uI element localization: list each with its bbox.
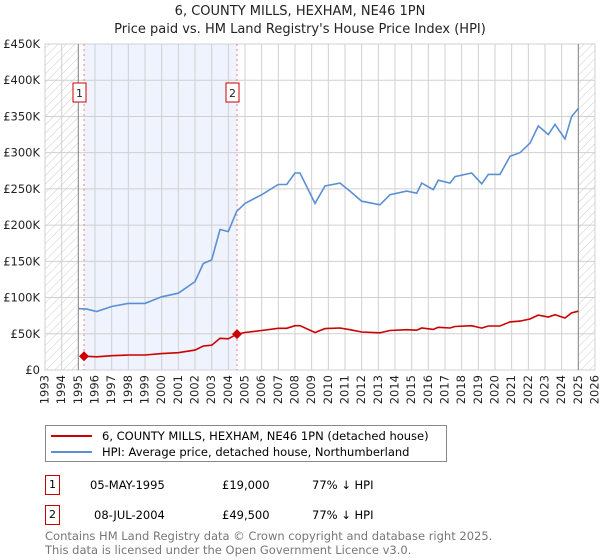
transaction-marker: 1	[45, 475, 60, 495]
chart-plot: 1993 1994 1995 1996 1997 1998 1999 2000 2001 2002…	[3, 37, 600, 404]
x-tick-label: 2003	[204, 375, 218, 404]
transaction-marker: 2	[45, 505, 60, 525]
x-tick-label: 2010	[321, 375, 335, 404]
x-tick-label: 2002	[188, 375, 202, 404]
sale-label: 2	[229, 87, 236, 100]
sale-label: 1	[76, 87, 83, 100]
legend-item-price-paid: 6, COUNTY MILLS, HEXHAM, NE46 1PN (detac…	[51, 428, 429, 444]
y-tick-label: £200K	[3, 218, 40, 232]
sale-label-box	[72, 82, 87, 103]
legend: 6, COUNTY MILLS, HEXHAM, NE46 1PN (detac…	[45, 425, 447, 462]
transaction-row: 2 08-JUL-2004 £49,500 77% ↓ HPI	[45, 505, 445, 525]
y-tick-label: £250K	[3, 182, 40, 196]
transaction-date: 08-JUL-2004	[94, 508, 165, 522]
footer-licence: This data is licensed under the Open Gov…	[45, 543, 412, 557]
series-line-hpi	[78, 107, 579, 313]
y-tick-label: £0	[25, 363, 40, 377]
transaction-row: 1 05-MAY-1995 £19,000 77% ↓ HPI	[45, 475, 445, 495]
x-tick-label: 2019	[471, 375, 485, 404]
transaction-price: £19,000	[222, 478, 270, 492]
x-tick-label: 2001	[171, 375, 185, 404]
x-tick-label: 2009	[304, 375, 318, 404]
y-tick-label: £100K	[3, 291, 40, 305]
x-tick-label: 1993	[38, 375, 52, 404]
no-data-hatch	[578, 44, 595, 370]
x-tick-label: 2014	[388, 375, 402, 404]
chart-subtitle: Price paid vs. HM Land Registry's House …	[114, 22, 486, 37]
x-tick-label: 1999	[138, 375, 152, 404]
footer-copyright: Contains HM Land Registry data © Crown c…	[45, 529, 493, 543]
x-tick-label: 2016	[421, 375, 435, 404]
x-tick-label: 2000	[154, 375, 168, 404]
x-tick-label: 1997	[104, 375, 118, 404]
x-tick-label: 2006	[254, 375, 268, 404]
transaction-hpi: 77% ↓ HPI	[312, 508, 374, 522]
x-tick-label: 2008	[288, 375, 302, 404]
x-tick-label: 2013	[371, 375, 385, 404]
x-tick-label: 2004	[221, 375, 235, 404]
x-tick-label: 2025	[571, 375, 585, 404]
x-tick-label: 1995	[71, 375, 85, 404]
x-tick-label: 2021	[504, 375, 518, 404]
x-tick-label: 2011	[338, 375, 352, 404]
chart-title: 6, COUNTY MILLS, HEXHAM, NE46 1PN	[174, 4, 426, 19]
x-tick-label: 2007	[271, 375, 285, 404]
x-tick-label: 2023	[538, 375, 552, 404]
y-tick-label: £450K	[3, 37, 40, 51]
sale-period-band	[84, 44, 237, 370]
x-tick-label: 1998	[121, 375, 135, 404]
y-tick-label: £150K	[3, 254, 40, 268]
series-line-price-paid	[83, 310, 579, 358]
legend-swatch	[51, 435, 92, 437]
x-tick-label: 2020	[488, 375, 502, 404]
transaction-date: 05-MAY-1995	[90, 478, 165, 492]
legend-label: 6, COUNTY MILLS, HEXHAM, NE46 1PN (detac…	[102, 429, 429, 443]
x-tick-label: 2005	[238, 375, 252, 404]
x-tick-label: 2015	[404, 375, 418, 404]
sale-point	[79, 351, 89, 362]
y-tick-label: £400K	[3, 73, 40, 87]
x-tick-label: 2017	[438, 375, 452, 404]
x-tick-label: 2024	[554, 375, 568, 404]
transaction-price: £49,500	[222, 508, 270, 522]
sale-point	[232, 329, 242, 340]
legend-swatch	[51, 451, 92, 453]
x-tick-label: 2018	[454, 375, 468, 404]
x-tick-label: 1994	[54, 375, 68, 404]
x-tick-label: 2022	[521, 375, 535, 404]
transaction-hpi: 77% ↓ HPI	[312, 478, 374, 492]
y-tick-label: £50K	[11, 327, 41, 341]
x-tick-label: 2012	[354, 375, 368, 404]
sale-label-box	[225, 82, 240, 103]
y-tick-label: £300K	[3, 146, 40, 160]
x-tick-label: 1996	[88, 375, 102, 404]
legend-item-hpi: HPI: Average price, detached house, Nort…	[51, 444, 409, 460]
x-tick-label: 2026	[588, 375, 600, 404]
y-tick-label: £350K	[3, 109, 40, 123]
legend-label: HPI: Average price, detached house, Nort…	[102, 445, 410, 459]
